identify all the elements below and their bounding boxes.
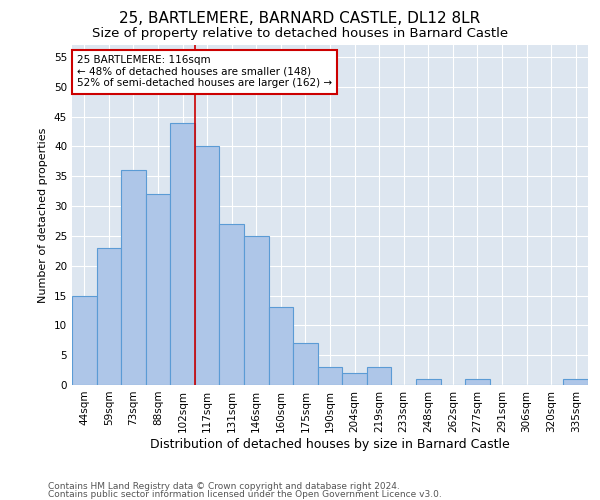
Y-axis label: Number of detached properties: Number of detached properties	[38, 128, 49, 302]
Bar	[195, 146, 220, 385]
Bar	[121, 170, 146, 385]
Bar	[293, 343, 318, 385]
Text: Contains public sector information licensed under the Open Government Licence v3: Contains public sector information licen…	[48, 490, 442, 499]
Bar	[269, 308, 293, 385]
Bar	[97, 248, 121, 385]
Bar	[416, 379, 440, 385]
Bar	[72, 296, 97, 385]
X-axis label: Distribution of detached houses by size in Barnard Castle: Distribution of detached houses by size …	[150, 438, 510, 450]
Bar	[170, 122, 195, 385]
Text: 25, BARTLEMERE, BARNARD CASTLE, DL12 8LR: 25, BARTLEMERE, BARNARD CASTLE, DL12 8LR	[119, 11, 481, 26]
Bar	[220, 224, 244, 385]
Text: Contains HM Land Registry data © Crown copyright and database right 2024.: Contains HM Land Registry data © Crown c…	[48, 482, 400, 491]
Bar	[318, 367, 342, 385]
Bar	[146, 194, 170, 385]
Bar	[465, 379, 490, 385]
Bar	[367, 367, 391, 385]
Bar	[244, 236, 269, 385]
Text: Size of property relative to detached houses in Barnard Castle: Size of property relative to detached ho…	[92, 28, 508, 40]
Text: 25 BARTLEMERE: 116sqm
← 48% of detached houses are smaller (148)
52% of semi-det: 25 BARTLEMERE: 116sqm ← 48% of detached …	[77, 55, 332, 88]
Bar	[563, 379, 588, 385]
Bar	[342, 373, 367, 385]
